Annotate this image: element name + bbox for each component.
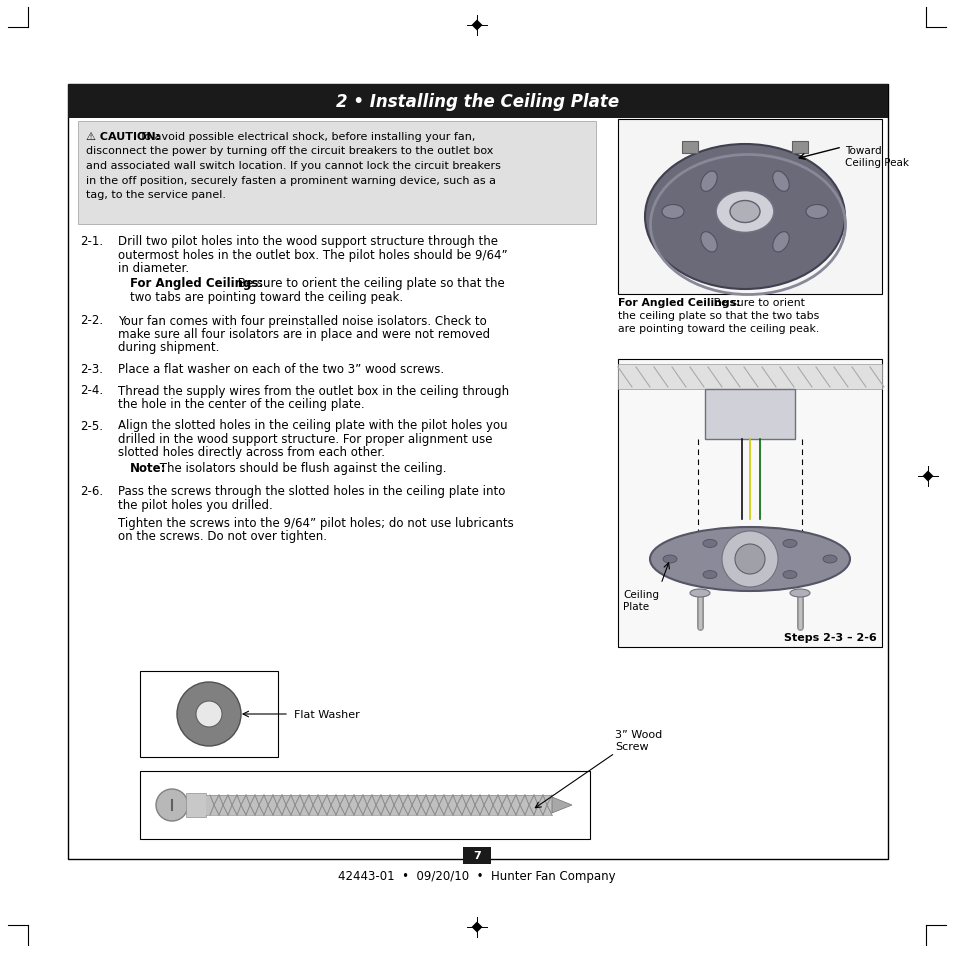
Text: Ceiling
Plate: Ceiling Plate	[622, 589, 659, 611]
Text: make sure all four isolators are in place and were not removed: make sure all four isolators are in plac…	[118, 328, 490, 340]
Circle shape	[156, 789, 188, 821]
Text: disconnect the power by turning off the circuit breakers to the outlet box: disconnect the power by turning off the …	[86, 147, 493, 156]
Ellipse shape	[689, 589, 709, 598]
Ellipse shape	[822, 556, 836, 563]
Text: in the off position, securely fasten a prominent warning device, such as a: in the off position, securely fasten a p…	[86, 175, 496, 185]
Bar	[140, 671, 277, 758]
Text: Pass the screws through the slotted holes in the ceiling plate into: Pass the screws through the slotted hole…	[118, 485, 505, 498]
Ellipse shape	[782, 571, 796, 579]
Bar	[618, 359, 882, 647]
Bar	[791, 142, 807, 153]
Text: Toward
Ceiling Peak: Toward Ceiling Peak	[844, 146, 908, 168]
Text: The isolators should be flush against the ceiling.: The isolators should be flush against th…	[156, 461, 446, 475]
Bar	[618, 365, 882, 390]
Bar	[140, 771, 589, 840]
Text: Note:: Note:	[130, 461, 167, 475]
Text: For Angled Ceilings:: For Angled Ceilings:	[618, 297, 740, 308]
Text: 2-4.: 2-4.	[80, 384, 103, 397]
Text: Steps 2-3 – 2-6: Steps 2-3 – 2-6	[783, 633, 876, 642]
Circle shape	[734, 544, 764, 575]
Text: 42443-01  •  09/20/10  •  Hunter Fan Company: 42443-01 • 09/20/10 • Hunter Fan Company	[337, 869, 616, 882]
Circle shape	[177, 682, 241, 746]
Bar	[681, 142, 698, 153]
Bar	[462, 846, 491, 863]
Text: Flat Washer: Flat Washer	[294, 709, 359, 720]
Text: Your fan comes with four preinstalled noise isolators. Check to: Your fan comes with four preinstalled no…	[118, 314, 486, 327]
Ellipse shape	[702, 571, 717, 579]
Ellipse shape	[661, 205, 683, 219]
Text: 2-3.: 2-3.	[80, 363, 103, 375]
Text: outermost holes in the outlet box. The pilot holes should be 9/64”: outermost holes in the outlet box. The p…	[118, 248, 507, 261]
Text: the ceiling plate so that the two tabs: the ceiling plate so that the two tabs	[618, 311, 819, 320]
Text: For Angled Ceilings:: For Angled Ceilings:	[130, 277, 263, 291]
Polygon shape	[922, 471, 933, 482]
Text: 7: 7	[473, 850, 480, 861]
Circle shape	[721, 532, 778, 587]
Ellipse shape	[789, 589, 809, 598]
Bar	[78, 122, 596, 225]
Ellipse shape	[649, 527, 849, 592]
Text: Be sure to orient: Be sure to orient	[709, 297, 804, 308]
Text: 2 • Installing the Ceiling Plate: 2 • Installing the Ceiling Plate	[336, 92, 618, 111]
Bar	[68, 85, 887, 859]
Ellipse shape	[782, 539, 796, 548]
Polygon shape	[471, 20, 482, 31]
Ellipse shape	[644, 145, 844, 290]
Text: 2-5.: 2-5.	[80, 419, 103, 432]
Bar	[206, 795, 552, 815]
Bar	[68, 85, 887, 119]
Text: are pointing toward the ceiling peak.: are pointing toward the ceiling peak.	[618, 324, 819, 334]
Ellipse shape	[805, 205, 827, 219]
Text: the pilot holes you drilled.: the pilot holes you drilled.	[118, 498, 273, 512]
Text: 2-6.: 2-6.	[80, 485, 103, 498]
Circle shape	[195, 701, 222, 727]
Text: Tighten the screws into the 9/64” pilot holes; do not use lubricants: Tighten the screws into the 9/64” pilot …	[118, 516, 514, 529]
Text: drilled in the wood support structure. For proper alignment use: drilled in the wood support structure. F…	[118, 433, 492, 446]
Text: and associated wall switch location. If you cannot lock the circuit breakers: and associated wall switch location. If …	[86, 161, 500, 171]
Text: in diameter.: in diameter.	[118, 262, 189, 274]
Ellipse shape	[729, 201, 760, 223]
Polygon shape	[471, 922, 482, 933]
Ellipse shape	[772, 233, 788, 253]
Bar	[186, 793, 206, 817]
Bar	[618, 120, 882, 294]
Text: Drill two pilot holes into the wood support structure through the: Drill two pilot holes into the wood supp…	[118, 234, 497, 248]
Text: during shipment.: during shipment.	[118, 341, 219, 355]
Bar	[704, 390, 794, 439]
Text: Thread the supply wires from the outlet box in the ceiling through: Thread the supply wires from the outlet …	[118, 384, 509, 397]
Ellipse shape	[702, 539, 717, 548]
Text: To avoid possible electrical shock, before installing your fan,: To avoid possible electrical shock, befo…	[136, 132, 475, 142]
Text: Align the slotted holes in the ceiling plate with the pilot holes you: Align the slotted holes in the ceiling p…	[118, 419, 507, 432]
Text: on the screws. Do not over tighten.: on the screws. Do not over tighten.	[118, 530, 327, 542]
Ellipse shape	[700, 172, 717, 193]
Ellipse shape	[662, 556, 677, 563]
Ellipse shape	[700, 233, 717, 253]
Text: two tabs are pointing toward the ceiling peak.: two tabs are pointing toward the ceiling…	[130, 291, 403, 304]
Text: ⚠ CAUTION:: ⚠ CAUTION:	[86, 132, 160, 142]
Text: 2-1.: 2-1.	[80, 234, 103, 248]
Ellipse shape	[772, 172, 788, 193]
Polygon shape	[552, 797, 572, 813]
Text: 2-2.: 2-2.	[80, 314, 103, 327]
Text: the hole in the center of the ceiling plate.: the hole in the center of the ceiling pl…	[118, 397, 364, 411]
Text: Be sure to orient the ceiling plate so that the: Be sure to orient the ceiling plate so t…	[233, 277, 504, 291]
Text: Place a flat washer on each of the two 3” wood screws.: Place a flat washer on each of the two 3…	[118, 363, 444, 375]
Ellipse shape	[716, 192, 773, 233]
Text: slotted holes directly across from each other.: slotted holes directly across from each …	[118, 446, 385, 459]
Text: tag, to the service panel.: tag, to the service panel.	[86, 190, 226, 200]
Text: 3” Wood
Screw: 3” Wood Screw	[615, 730, 661, 751]
